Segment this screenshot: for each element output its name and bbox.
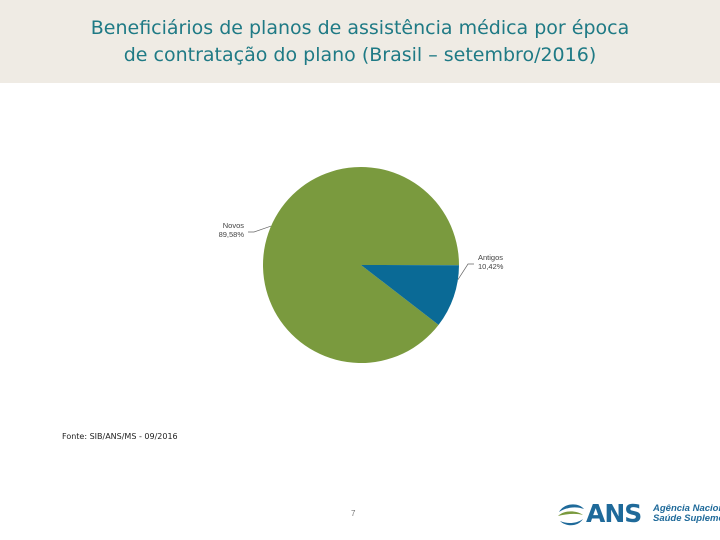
page-number: 7 [351,509,356,518]
slide-header: Beneficiários de planos de assistência m… [0,0,720,83]
pie-slice-novos [263,166,459,363]
source-note: Fonte: SIB/ANS/MS - 09/2016 [62,432,178,441]
leader-line-novos [248,225,272,233]
slice-value-label-novos: 89,58% [219,230,245,239]
ans-logo: ANS Agência Nacional de Saúde Suplementa… [556,498,720,534]
title-line-2: de contratação do plano (Brasil – setemb… [123,43,597,66]
ans-logo-mark-icon [558,504,584,526]
pie-slice-antigos [361,265,459,325]
slice-name-label-novos: Novos [223,221,245,230]
logo-abbreviation: ANS [586,499,642,528]
logo-name: Agência Nacional de Saúde Suplementar [653,504,720,524]
slice-value-label-antigos: 10,42% [478,262,504,271]
title-line-1: Beneficiários de planos de assistência m… [90,16,630,39]
leader-line-antigos [457,263,474,280]
logo-name-line-2: Saúde Suplementar [653,513,720,524]
slice-name-label-antigos: Antigos [478,253,503,262]
logo-name-line-1: Agência Nacional de [653,503,720,514]
